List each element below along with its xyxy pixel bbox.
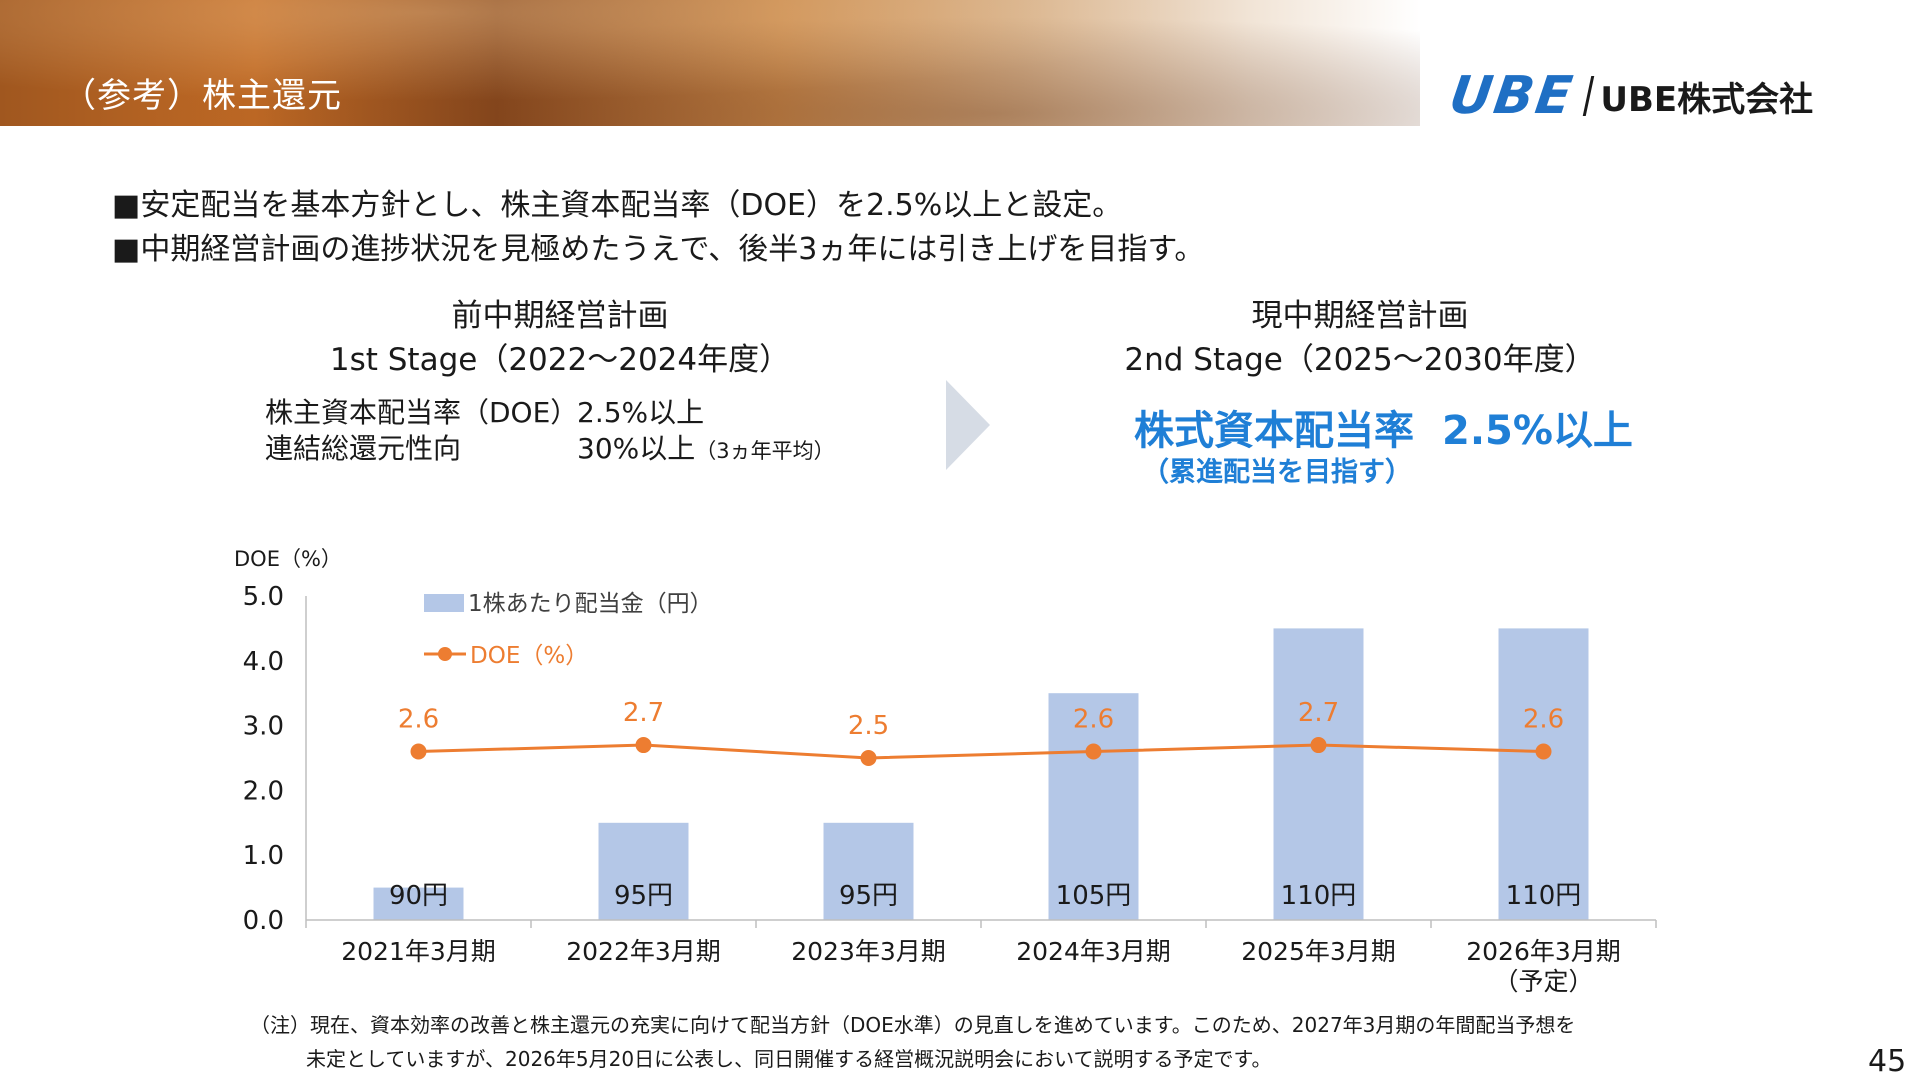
- policy-value: 2.5%以上: [1442, 408, 1633, 454]
- target-row: 株主資本配当率（DOE） 2.5%以上: [265, 396, 835, 432]
- policy-label: 株式資本配当率: [1134, 408, 1414, 454]
- x-tick-label: 2024年3月期: [1016, 937, 1171, 966]
- previous-plan-subtitle: 1st Stage（2022～2024年度）: [329, 342, 791, 378]
- company-logo: UBE UBE株式会社: [1446, 66, 1814, 126]
- y-tick-label: 2.0: [243, 776, 284, 806]
- bar: [1273, 628, 1364, 920]
- doe-data-label: 2.6: [1523, 705, 1564, 735]
- doe-point: [1310, 737, 1327, 754]
- legend-line-label: DOE（%）: [470, 643, 588, 669]
- bullet-line: ■中期経営計画の進捗状況を見極めたうえで、後半3ヵ年には引き上げを目指す。: [112, 232, 1205, 267]
- x-tick-label: 2021年3月期: [341, 937, 496, 966]
- doe-data-label: 2.7: [623, 698, 664, 728]
- x-tick-label: 2022年3月期: [566, 937, 721, 966]
- chevron-right-icon: [946, 380, 990, 470]
- previous-plan-title: 前中期経営計画: [451, 298, 669, 334]
- doe-data-label: 2.5: [848, 711, 889, 741]
- doe-point: [635, 737, 652, 754]
- x-tick-label: 2025年3月期: [1241, 937, 1396, 966]
- y-tick-label: 0.0: [243, 906, 284, 936]
- x-tick-sublabel: （予定）: [1493, 967, 1593, 996]
- header-band: [0, 0, 1420, 126]
- bar: [823, 822, 914, 920]
- y-tick-label: 3.0: [243, 712, 284, 742]
- footnote: （注）現在、資本効率の改善と株主還元の充実に向けて配当方針（DOE水準）の見直し…: [250, 1008, 1575, 1076]
- doe-data-label: 2.7: [1298, 698, 1339, 728]
- target-value: 2.5%以上: [577, 396, 705, 429]
- previous-plan: 前中期経営計画 1st Stage（2022～2024年度）: [260, 294, 860, 382]
- current-plan-policy: 株式資本配当率 2.5%以上: [1134, 398, 1633, 456]
- dividend-chart: DOE（%） 0.0 1.0 2.0 3.0 4.0 5.0 90円 95円 95円 105円 110…: [234, 547, 1657, 996]
- page-title: （参考）株主還元: [62, 76, 342, 116]
- doe-series-line: [418, 743, 1544, 760]
- bar-data-label: 105円: [1056, 881, 1132, 911]
- doe-point: [860, 750, 877, 766]
- y-tick-label: 1.0: [243, 841, 284, 871]
- bar: [1048, 693, 1139, 920]
- logo-text: UBE株式会社: [1600, 79, 1814, 120]
- current-plan-title: 現中期経営計画: [1251, 298, 1469, 334]
- bullet-line: ■安定配当を基本方針とし、株主資本配当率（DOE）を2.5%以上と設定。: [112, 188, 1123, 223]
- doe-data-label: 2.6: [398, 705, 439, 735]
- legend-bar-label: 1株あたり配当金（円）: [468, 591, 713, 617]
- current-plan: 現中期経営計画 2nd Stage（2025～2030年度）: [1060, 294, 1660, 382]
- bar-data-label: 110円: [1281, 881, 1357, 911]
- x-tick-label: 2023年3月期: [791, 937, 946, 966]
- page-number: 45: [1868, 1044, 1907, 1079]
- legend-bar-swatch: [424, 594, 464, 612]
- footnote-line: 未定としていますが、2026年5月20日に公表し、同日開催する経営概況説明会にお…: [306, 1047, 1272, 1071]
- policy-subtext: （累進配当を目指す）: [1142, 457, 1412, 488]
- bar-data-label: 90円: [389, 881, 448, 911]
- target-row: 連結総還元性向 30%以上（3ヵ年平均）: [265, 432, 835, 468]
- footnote-line: （注）現在、資本効率の改善と株主還元の充実に向けて配当方針（DOE水準）の見直し…: [250, 1013, 1576, 1037]
- target-label: 連結総還元性向: [265, 432, 462, 465]
- doe-data-label: 2.6: [1073, 705, 1114, 735]
- bar: [598, 822, 689, 920]
- target-value: 30%以上（3ヵ年平均）: [577, 432, 835, 465]
- doe-point: [410, 743, 427, 760]
- y-tick-label: 4.0: [243, 647, 284, 677]
- bar-data-label: 95円: [614, 881, 673, 911]
- bar-data-label: 110円: [1506, 881, 1582, 911]
- target-label: 株主資本配当率（DOE）: [265, 396, 579, 429]
- y-tick-label: 5.0: [243, 582, 284, 612]
- x-tick-label: 2026年3月期: [1466, 937, 1621, 966]
- bar: [373, 887, 464, 920]
- current-plan-subtitle: 2nd Stage（2025～2030年度）: [1124, 342, 1596, 378]
- bar: [1498, 628, 1589, 920]
- policy-bullets: ■安定配当を基本方針とし、株主資本配当率（DOE）を2.5%以上と設定。 ■中期…: [112, 184, 1204, 272]
- doe-point: [1535, 743, 1552, 760]
- legend-line-marker: [438, 647, 452, 661]
- previous-plan-targets: 株主資本配当率（DOE） 2.5%以上 連結総還元性向 30%以上（3ヵ年平均）: [265, 396, 835, 468]
- doe-point: [1085, 743, 1102, 760]
- y-axis-label: DOE（%）: [234, 547, 342, 571]
- bar-data-label: 95円: [839, 881, 898, 911]
